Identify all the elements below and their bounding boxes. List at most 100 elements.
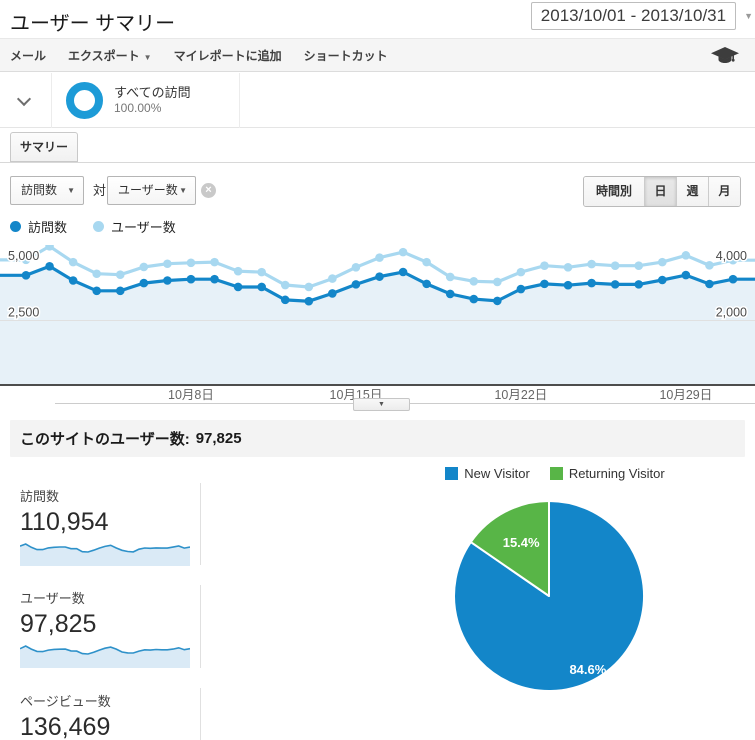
pie-legend-returning-visitor: Returning Visitor	[549, 466, 665, 481]
users-point	[445, 272, 455, 282]
pie-legend: New Visitor Returning Visitor	[400, 466, 710, 481]
pie-slice-label: 15.4%	[503, 535, 540, 550]
pie-slice-returning-visitor	[469, 500, 550, 597]
segment-name: すべての訪問	[114, 85, 191, 100]
visits-point	[351, 280, 361, 289]
summary-banner: このサイトのユーザー数: 97,825	[10, 420, 745, 457]
visits-point	[68, 276, 78, 285]
segment-all-visits[interactable]: すべての訪問 100.00%	[52, 73, 240, 128]
sparkline-line	[20, 543, 190, 553]
pie-slice-label: 84.6%	[569, 662, 606, 677]
metric-select-a[interactable]: 訪問数 ▼	[10, 176, 84, 205]
segment-row: すべての訪問 100.00%	[0, 73, 755, 128]
visits-point	[398, 267, 408, 277]
visits-point	[210, 274, 219, 284]
toolbar-item-add-to-dashboard[interactable]: マイレポートに追加	[173, 48, 282, 63]
page-title: ユーザー サマリー	[10, 13, 176, 35]
sparkline-fill	[20, 646, 190, 668]
users-point	[115, 270, 125, 280]
tab-summary[interactable]: サマリー	[10, 132, 78, 162]
visits-point	[445, 289, 455, 299]
users-point	[681, 251, 691, 260]
metric-label: ユーザー数	[20, 591, 85, 606]
visits-point	[705, 279, 714, 289]
legend-label: 訪問数	[28, 220, 68, 235]
toolbar-item-export[interactable]: エクスポート ▼	[68, 47, 152, 64]
users-point	[728, 255, 738, 265]
granularity-month[interactable]: 月	[708, 177, 740, 206]
axis-tick-label: 4,000	[716, 249, 747, 263]
users-point	[469, 277, 479, 286]
vs-label: 対	[93, 183, 107, 198]
legend-item-visits: 訪問数	[10, 217, 67, 236]
pie-svg: 84.6% 15.4%	[453, 500, 645, 692]
visits-point	[610, 280, 620, 289]
graduation-cap-icon[interactable]	[711, 47, 739, 70]
metric-label: 訪問数	[20, 489, 60, 504]
visits-point	[45, 262, 54, 271]
visits-area-fill	[0, 266, 755, 385]
segment-collapse-button[interactable]	[0, 73, 52, 128]
visits-point	[540, 279, 549, 289]
pie-legend-new-visitor: New Visitor	[445, 466, 530, 481]
visits-point	[280, 295, 290, 305]
visits-point	[115, 286, 125, 296]
visits-point	[304, 296, 314, 306]
x-tick-label: 10月22日	[494, 388, 547, 402]
metric-label: ページビュー数	[20, 694, 111, 709]
visits-point	[516, 284, 526, 294]
visits-point	[92, 286, 101, 296]
date-range-selector[interactable]: 2013/10/01 - 2013/10/31 ▼	[530, 2, 753, 30]
toolbar-item-shortcut[interactable]: ショートカット	[303, 48, 388, 63]
axis-tick-label: 2,000	[716, 306, 747, 320]
close-icon[interactable]: ×	[201, 183, 216, 198]
visits-point	[469, 294, 479, 304]
users-point	[210, 257, 219, 267]
visits-point	[375, 272, 384, 281]
date-range-value[interactable]: 2013/10/01 - 2013/10/31	[530, 2, 737, 30]
visits-point	[658, 275, 667, 285]
x-tick-label: 10月29日	[659, 388, 712, 402]
visits-point	[728, 274, 738, 284]
chart-legend: 訪問数 ユーザー数	[10, 217, 202, 236]
users-point	[587, 259, 596, 269]
x-tick-label: 10月8日	[168, 388, 214, 402]
visits-point	[681, 270, 691, 280]
users-point	[186, 258, 196, 268]
chart-collapse-handle[interactable]: ▼	[353, 398, 410, 411]
users-point	[610, 261, 620, 270]
segment-percent: 100.00%	[114, 101, 162, 115]
visits-point	[163, 276, 172, 285]
summary-banner-value: 97,825	[195, 430, 242, 447]
metric-block-pageviews: ページビュー数 136,469	[10, 688, 201, 740]
users-point	[280, 280, 290, 290]
visits-point	[186, 274, 196, 284]
granularity-buttons: 時間別 日 週 月	[583, 176, 741, 207]
new-visitor-swatch-icon	[445, 467, 459, 480]
users-point	[634, 261, 644, 270]
visits-point	[493, 296, 502, 306]
chevron-down-icon: ▼	[179, 186, 187, 195]
pie-legend-label: New Visitor	[464, 466, 530, 481]
users-point	[92, 269, 101, 279]
toolbar: メール エクスポート ▼ マイレポートに追加 ショートカット	[0, 38, 755, 72]
visits-point	[587, 278, 596, 288]
users-point	[233, 266, 243, 276]
granularity-week[interactable]: 週	[676, 177, 708, 206]
metric-block-users: ユーザー数 97,825	[10, 585, 201, 668]
users-point	[257, 267, 266, 277]
metric-select-b[interactable]: ユーザー数 ▼	[107, 176, 196, 205]
users-point	[493, 277, 502, 287]
visits-point	[634, 280, 644, 289]
visits-point	[328, 289, 337, 298]
metric-select-b-value: ユーザー数	[118, 183, 178, 197]
granularity-hourly[interactable]: 時間別	[584, 177, 644, 206]
granularity-day[interactable]: 日	[644, 177, 676, 206]
toolbar-item-email[interactable]: メール	[10, 48, 47, 63]
summary-banner-label: このサイトのユーザー数:	[20, 431, 190, 448]
users-point	[139, 262, 149, 272]
axis-tick-label: 2,500	[8, 306, 39, 320]
chevron-down-icon: ▼	[67, 186, 75, 195]
